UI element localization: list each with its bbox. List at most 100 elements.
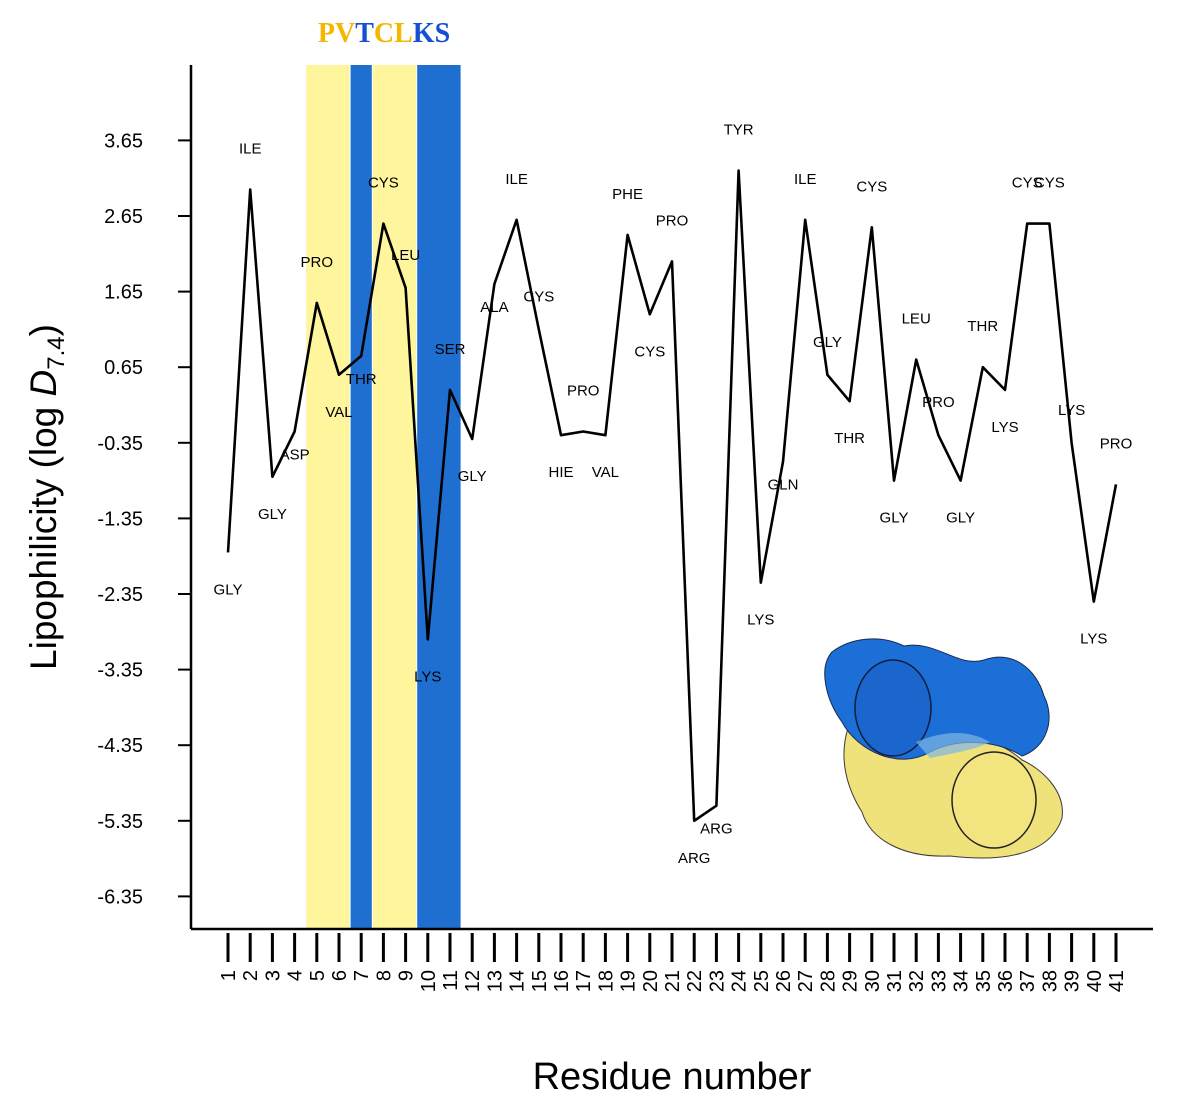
motif-letter: T bbox=[355, 18, 374, 49]
y-axis-title-var: D bbox=[23, 370, 64, 397]
x-tick-label: 1 bbox=[218, 970, 240, 981]
x-tick-label: 26 bbox=[773, 970, 795, 992]
residue-labels: GLY ILE GLY ASP PRO VAL THR CYS LEU LYS SER GLY ALA I… bbox=[214, 122, 1133, 867]
residue-label: ILE bbox=[239, 141, 262, 158]
y-ticks: 3.65 2.65 1.65 0.65 -0.35 -1.35 -2.35 -3.35 -4.3… bbox=[97, 130, 191, 908]
x-tick-label: 15 bbox=[529, 970, 551, 992]
highlight-band bbox=[350, 65, 372, 929]
x-tick-label: 29 bbox=[840, 970, 862, 992]
residue-label: GLY bbox=[813, 334, 842, 351]
y-tick-label: 0.65 bbox=[104, 357, 143, 379]
residue-label: CYS bbox=[1034, 175, 1065, 192]
x-axis-title: Residue number bbox=[533, 1056, 812, 1098]
highlight-band bbox=[306, 65, 350, 929]
x-tick-label: 7 bbox=[351, 970, 373, 981]
x-tick-label: 28 bbox=[817, 970, 839, 992]
motif-letter: V bbox=[335, 18, 355, 49]
motif-letter: P bbox=[318, 18, 335, 49]
x-tick-label: 3 bbox=[262, 970, 284, 981]
residue-label: CYS bbox=[856, 178, 887, 195]
x-tick-label: 18 bbox=[595, 970, 617, 992]
motif-letter: L bbox=[394, 18, 413, 49]
y-axis-title-sub: 7.4 bbox=[43, 336, 70, 369]
y-axis-title-close: ) bbox=[23, 324, 64, 336]
residue-label: LYS bbox=[414, 668, 441, 685]
residue-label: HIE bbox=[548, 464, 573, 481]
highlight-band bbox=[372, 65, 417, 929]
motif-letter: C bbox=[374, 18, 394, 49]
x-tick-label: 14 bbox=[507, 970, 529, 992]
residue-label: ILE bbox=[794, 171, 817, 188]
x-tick-label: 2 bbox=[240, 970, 262, 981]
residue-label: PRO bbox=[1100, 435, 1133, 452]
residue-label: ARG bbox=[678, 850, 711, 867]
x-tick-label: 22 bbox=[684, 970, 706, 992]
x-tick-label: 40 bbox=[1084, 970, 1106, 992]
x-tick-label: 33 bbox=[928, 970, 950, 992]
x-tick-label: 35 bbox=[973, 970, 995, 992]
x-tick-label: 41 bbox=[1106, 970, 1128, 992]
highlight-band bbox=[417, 65, 461, 929]
x-tick-label: 34 bbox=[951, 970, 973, 992]
x-tick-label: 4 bbox=[285, 970, 307, 981]
y-tick-label: -0.35 bbox=[97, 433, 143, 455]
x-tick-label: 12 bbox=[462, 970, 484, 992]
molecular-surface-icon bbox=[824, 638, 1063, 859]
residue-label: GLY bbox=[458, 468, 487, 485]
residue-label: PRO bbox=[301, 254, 334, 271]
x-tick-label: 39 bbox=[1062, 970, 1084, 992]
x-tick-label: 27 bbox=[795, 970, 817, 992]
residue-label: LEU bbox=[902, 311, 931, 328]
residue-label: GLY bbox=[880, 510, 909, 527]
motif-letter: K bbox=[413, 18, 435, 49]
x-tick-label: 24 bbox=[729, 970, 751, 992]
x-ticks: 1 2 3 4 5 6 7 8 9 10 11 12 13 14 15 16 17 18 19 20 21 22 23 24 2… bbox=[218, 933, 1128, 992]
residue-label: LYS bbox=[1080, 631, 1107, 648]
x-tick-label: 38 bbox=[1039, 970, 1061, 992]
residue-label: ASP bbox=[280, 446, 310, 463]
residue-label: CYS bbox=[634, 343, 665, 360]
series-line bbox=[226, 169, 1118, 823]
residue-label: SER bbox=[435, 341, 466, 358]
residue-label: THR bbox=[834, 430, 865, 447]
residue-label: CYS bbox=[368, 175, 399, 192]
residue-label: LEU bbox=[391, 247, 420, 264]
residue-label: LYS bbox=[747, 612, 774, 629]
y-tick-label: 3.65 bbox=[104, 130, 143, 152]
motif-letter: S bbox=[435, 18, 451, 49]
x-tick-label: 37 bbox=[1017, 970, 1039, 992]
surface-blue-knob bbox=[854, 659, 932, 757]
residue-label: VAL bbox=[592, 464, 619, 481]
x-tick-label: 6 bbox=[329, 970, 351, 981]
surface-yellow-knob bbox=[951, 751, 1037, 849]
residue-label: GLN bbox=[768, 477, 799, 494]
y-tick-label: 2.65 bbox=[104, 206, 143, 228]
y-tick-label: 1.65 bbox=[104, 282, 143, 304]
y-tick-label: -1.35 bbox=[97, 508, 143, 530]
x-tick-label: 16 bbox=[551, 970, 573, 992]
x-tick-label: 5 bbox=[307, 970, 329, 981]
residue-label: THR bbox=[346, 371, 377, 388]
y-axis-title-main: Lipophilicity (log bbox=[23, 396, 64, 670]
residue-label: ILE bbox=[505, 171, 528, 188]
surface-blend bbox=[916, 732, 990, 758]
residue-label: PRO bbox=[656, 212, 689, 229]
residue-label: TYR bbox=[724, 122, 754, 139]
x-tick-label: 36 bbox=[995, 970, 1017, 992]
x-tick-label: 13 bbox=[484, 970, 506, 992]
y-tick-label: -5.35 bbox=[97, 811, 143, 833]
residue-label: ALA bbox=[480, 299, 508, 316]
y-tick-label: -2.35 bbox=[97, 584, 143, 606]
sequence-motif: PVTCLKS bbox=[318, 18, 450, 49]
residue-label: GLY bbox=[258, 506, 287, 523]
x-tick-label: 32 bbox=[906, 970, 928, 992]
residue-label: GLY bbox=[214, 581, 243, 598]
residue-label: VAL bbox=[325, 404, 352, 421]
x-tick-label: 17 bbox=[573, 970, 595, 992]
residue-label: CYS bbox=[1012, 175, 1043, 192]
y-tick-label: -4.35 bbox=[97, 735, 143, 757]
x-tick-label: 20 bbox=[640, 970, 662, 992]
y-tick-label: -6.35 bbox=[97, 886, 143, 908]
x-tick-label: 23 bbox=[706, 970, 728, 992]
